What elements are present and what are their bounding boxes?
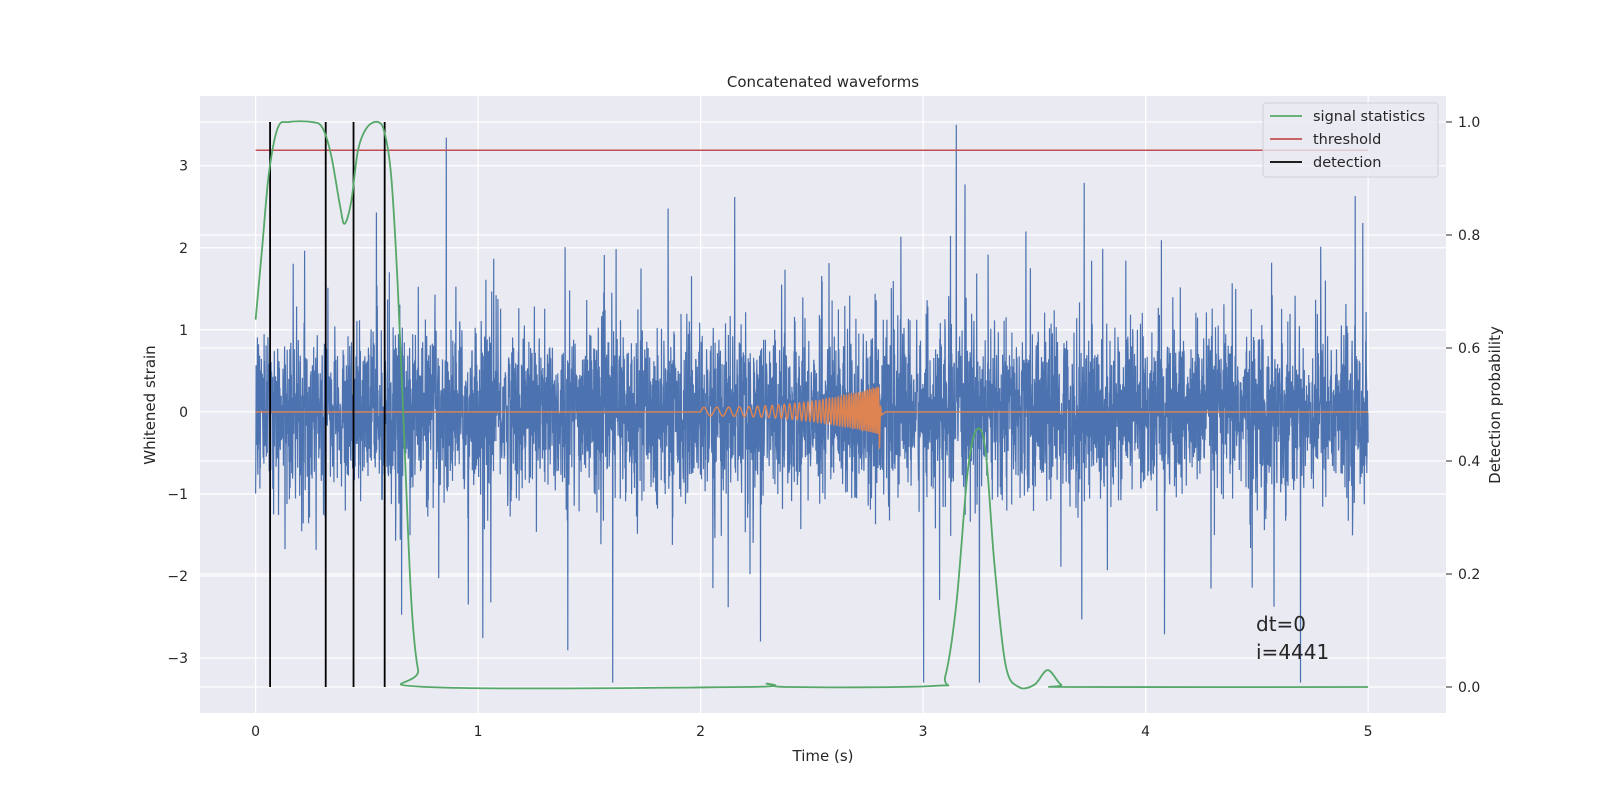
x-tick-label: 1 (474, 724, 483, 740)
y-tick-label: −3 (167, 651, 188, 667)
y-tick-label: 3 (179, 159, 188, 175)
x-tick-label: 3 (919, 724, 928, 740)
y2-tick-label: 0.2 (1458, 567, 1480, 583)
x-tick-label: 5 (1364, 724, 1373, 740)
y2-axis-label: Detection probability (1486, 326, 1504, 484)
y-tick-label: 0 (179, 405, 188, 421)
annotation-dt: dt=0 (1256, 612, 1306, 636)
y2-tick-label: 1.0 (1458, 115, 1480, 131)
y2-tick-label: 0.4 (1458, 454, 1480, 470)
x-tick-label: 0 (251, 724, 260, 740)
x-axis-label: Time (s) (792, 747, 854, 765)
series-strain-noise (255, 124, 1369, 683)
y2-axis: 0.0 0.2 0.4 0.6 0.8 1.0 (1446, 115, 1480, 696)
y-tick-label: 1 (179, 323, 188, 339)
series-injection-waveform (255, 386, 1369, 449)
plot-area (254, 120, 1369, 690)
chart-title: Concatenated waveforms (727, 73, 919, 91)
legend-label-detection: detection (1313, 155, 1381, 171)
series-signal-statistics (254, 120, 1369, 690)
y-axis: −3 −2 −1 0 1 2 3 (167, 159, 188, 667)
y2-tick-label: 0.6 (1458, 341, 1480, 357)
y-axis-label: Whitened strain (141, 345, 159, 464)
x-tick-label: 2 (696, 724, 705, 740)
legend-box (1262, 102, 1439, 178)
y-tick-label: −1 (167, 487, 188, 503)
y-tick-label: 2 (179, 241, 188, 257)
x-tick-label: 4 (1141, 724, 1150, 740)
y2-tick-label: 0.0 (1458, 680, 1480, 696)
y2-tick-label: 0.8 (1458, 228, 1480, 244)
x-axis: 0 1 2 3 4 5 (251, 724, 1372, 740)
y-tick-label: −2 (167, 569, 188, 585)
legend: signal statistics threshold detection (1262, 102, 1439, 178)
legend-label-threshold: threshold (1313, 132, 1381, 148)
legend-label-statistics: signal statistics (1313, 109, 1425, 125)
annotation-i: i=4441 (1256, 640, 1329, 664)
